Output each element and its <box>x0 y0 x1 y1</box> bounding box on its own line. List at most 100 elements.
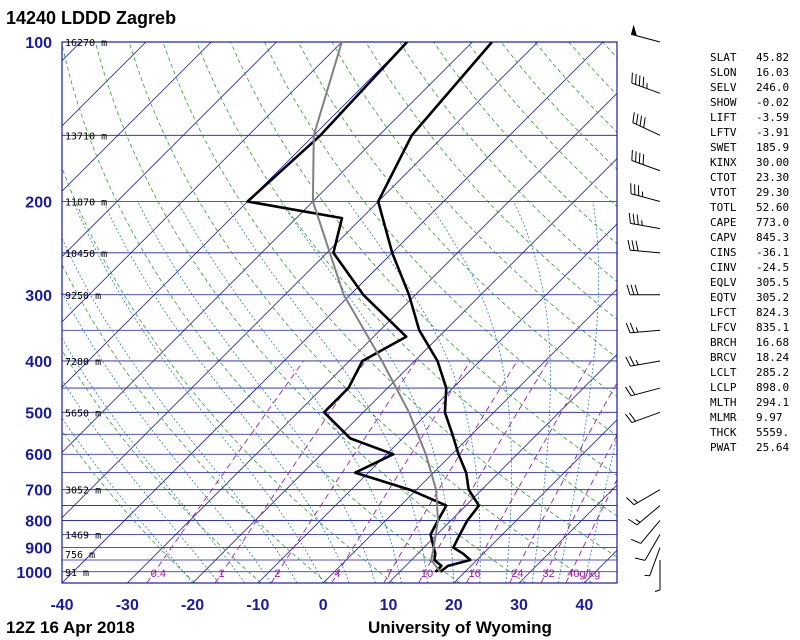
isotherm--70 <box>62 42 408 388</box>
index-name: PWAT <box>710 441 737 454</box>
dry-adiabat <box>94 42 527 583</box>
pressure-tick-100: 100 <box>25 35 52 52</box>
temperature-tick: 0 <box>319 597 328 614</box>
index-value: 773.0 <box>756 216 789 229</box>
isotherm--40 <box>62 42 604 583</box>
index-name: MLTH <box>710 396 737 409</box>
index-value: 824.3 <box>756 306 789 319</box>
dry-adiabat <box>128 42 593 583</box>
moist-adiabat <box>103 201 350 583</box>
moist-adiabat <box>557 201 600 583</box>
index-name: SWET <box>710 141 737 154</box>
index-name: SLAT <box>710 51 737 64</box>
height-label: 11870 m <box>65 197 107 208</box>
isotherm--50 <box>62 42 538 519</box>
moist-adiabat <box>62 337 246 583</box>
index-name: KINX <box>710 156 737 169</box>
wind-barb <box>625 411 661 424</box>
pressure-tick-400: 400 <box>25 354 52 371</box>
temperature-tick: 10 <box>380 597 398 614</box>
index-name: LFCT <box>710 306 737 319</box>
index-value: -3.59 <box>756 111 789 124</box>
station-indices: SLAT 45.82 SLON 16.03 SELV 246.0 SHOW -0.02 LIFT… <box>710 51 789 454</box>
index-name: LCLT <box>710 366 737 379</box>
height-label: 3052 m <box>65 486 101 497</box>
pressure-tick-600: 600 <box>25 447 52 464</box>
isotherm-10 <box>388 353 617 583</box>
dry-adiabat <box>162 42 617 558</box>
mixing-ratio-label: 4 <box>334 568 340 580</box>
index-value: 294.1 <box>756 396 789 409</box>
index-value: 45.82 <box>756 51 789 64</box>
index-name: LCLP <box>710 381 737 394</box>
isotherm-0 <box>322 288 617 583</box>
isotherm--10 <box>257 223 617 583</box>
pressure-tick-500: 500 <box>25 405 52 422</box>
index-value: 305.5 <box>756 276 789 289</box>
moist-adiabat <box>177 201 402 583</box>
wind-barb <box>631 72 661 94</box>
pressure-tick-1000: 1000 <box>16 565 52 582</box>
dry-adiabat <box>62 263 328 583</box>
mixing-ratio-line <box>383 360 518 583</box>
footer-source: University of Wyoming <box>368 618 552 637</box>
moist-adiabat <box>224 201 428 583</box>
mixing-ratio-label: 7 <box>386 568 392 580</box>
mixing-ratio-line <box>331 360 471 583</box>
wind-barb <box>644 547 661 577</box>
wind-barb <box>626 489 661 506</box>
height-label: 16270 m <box>65 38 107 49</box>
index-name: MLMR <box>710 411 737 424</box>
index-value: 18.24 <box>756 351 789 364</box>
pressure-tick-300: 300 <box>25 288 52 305</box>
pressure-tick-900: 900 <box>25 541 52 558</box>
temperature-tick: -20 <box>181 597 204 614</box>
index-name: SHOW <box>710 96 737 109</box>
wind-barb <box>654 559 661 592</box>
mixing-ratio-line <box>146 360 304 583</box>
temperature-tick: -30 <box>116 597 139 614</box>
mixing-ratio-label: 16 <box>468 568 480 580</box>
isotherm--30 <box>127 92 617 583</box>
wind-barb <box>630 183 661 202</box>
grid-lines <box>62 42 617 583</box>
index-value: 285.2 <box>756 366 789 379</box>
mixing-ratio-line <box>418 360 549 583</box>
index-value: 185.9 <box>756 141 789 154</box>
mixing-ratio-line <box>466 360 592 583</box>
parcel-profile <box>311 42 441 573</box>
index-value: 246.0 <box>756 81 789 94</box>
wind-barb <box>632 112 661 136</box>
isotherm-20 <box>453 419 617 583</box>
index-value: 29.30 <box>756 186 789 199</box>
index-value: 16.03 <box>756 66 789 79</box>
mixing-ratio-label: 0.4 <box>151 568 166 580</box>
temperature-tick: 30 <box>510 597 528 614</box>
index-name: BRCH <box>710 336 737 349</box>
index-name: LFCV <box>710 321 737 334</box>
index-value: -24.5 <box>756 261 789 274</box>
index-name: SLON <box>710 66 737 79</box>
height-label: 7280 m <box>65 357 101 368</box>
dry-adiabat <box>196 42 617 517</box>
dry-adiabat <box>62 42 461 583</box>
isotherm-30 <box>518 484 617 583</box>
moist-adiabat <box>584 434 617 583</box>
mixing-ratio-label: 2 <box>274 568 280 580</box>
footer-date: 12Z 16 Apr 2018 <box>6 618 135 637</box>
isotherm--110 <box>62 42 147 127</box>
temperature-tick: 20 <box>445 597 463 614</box>
index-name: CTOT <box>710 171 737 184</box>
pressure-tick-200: 200 <box>25 194 52 211</box>
height-label: 756 m <box>65 550 95 561</box>
isotherm--60 <box>62 42 473 453</box>
index-value: 5559. <box>756 426 789 439</box>
pressure-tick-700: 700 <box>25 483 52 500</box>
mixing-ratio-label: 10 <box>421 568 433 580</box>
index-value: -3.91 <box>756 126 789 139</box>
profile-lines <box>246 42 493 573</box>
height-label: 9250 m <box>65 291 101 302</box>
index-name: CINS <box>710 246 737 259</box>
index-value: 23.30 <box>756 171 789 184</box>
